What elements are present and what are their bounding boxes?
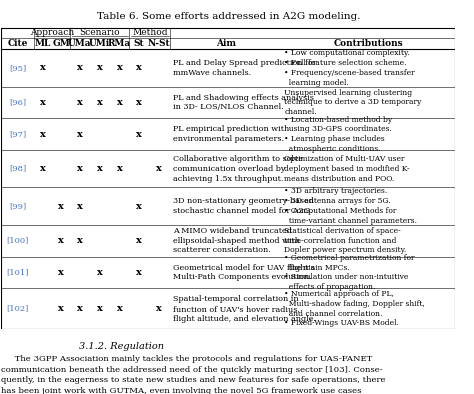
Text: Table 6. Some efforts addressed in A2G modeling.: Table 6. Some efforts addressed in A2G m… — [97, 12, 360, 21]
Text: [98]: [98] — [9, 165, 27, 173]
Text: Aim: Aim — [216, 39, 236, 48]
Text: [100]: [100] — [7, 237, 29, 245]
Text: x: x — [58, 268, 64, 277]
Text: x: x — [40, 63, 46, 72]
Text: [99]: [99] — [9, 202, 27, 210]
Text: x: x — [136, 236, 141, 245]
Text: GM: GM — [53, 39, 70, 48]
Text: x: x — [136, 202, 141, 211]
Text: x: x — [77, 202, 83, 211]
Text: • Low computational complexity.
• Full feature selection scheme.
• Frequency/sce: • Low computational complexity. • Full f… — [284, 49, 415, 87]
Text: Cite: Cite — [8, 39, 28, 48]
Text: Spatial-temporal correlation in
function of UAV's hover radius,
flight altitude,: Spatial-temporal correlation in function… — [173, 295, 316, 323]
Text: x: x — [77, 63, 83, 72]
Text: x: x — [97, 63, 102, 72]
Text: x: x — [117, 98, 122, 107]
Text: A MIMO wideband truncated
ellipsoidal-shaped method with
scatterer consideration: A MIMO wideband truncated ellipsoidal-sh… — [173, 227, 300, 255]
Text: x: x — [97, 268, 102, 277]
Text: x: x — [136, 98, 141, 107]
Text: PL empirical prediction with
environmental parameters.: PL empirical prediction with environment… — [173, 125, 289, 143]
Text: Optimization of Multi-UAV user
deployment based in modified K-
means distributio: Optimization of Multi-UAV user deploymen… — [284, 155, 410, 182]
Text: x: x — [156, 164, 162, 173]
Text: x: x — [58, 202, 64, 211]
Text: x: x — [136, 130, 141, 139]
Text: [97]: [97] — [9, 130, 27, 138]
Text: x: x — [77, 130, 83, 139]
Text: PL and Delay Spread prediction for
mmWave channels.: PL and Delay Spread prediction for mmWav… — [173, 59, 316, 77]
Text: x: x — [40, 164, 46, 173]
Text: x: x — [156, 304, 162, 313]
Text: 3D non-stationary geometry-based
stochastic channel model for A2G.: 3D non-stationary geometry-based stochas… — [173, 197, 313, 215]
Text: Statistical derivation of space-
time-correlation function and
Dopler power spec: Statistical derivation of space- time-co… — [284, 227, 407, 255]
Text: x: x — [77, 236, 83, 245]
Text: x: x — [97, 304, 102, 313]
Text: x: x — [40, 98, 46, 107]
Text: [95]: [95] — [9, 64, 27, 72]
Text: x: x — [117, 164, 122, 173]
Text: • Geometrical parametrization for
  the main MPCs.
• Simulation under non-intuit: • Geometrical parametrization for the ma… — [284, 254, 415, 291]
Text: • 3D arbitrary trajectories.
• 3D antenna arrays for 5G.
• Computational Methods: • 3D arbitrary trajectories. • 3D antenn… — [284, 188, 417, 225]
Text: UMi: UMi — [89, 39, 110, 48]
Text: Collaborative algorithm to solve
communication overload by
achieving 1.5x throug: Collaborative algorithm to solve communi… — [173, 155, 303, 182]
Text: Method: Method — [132, 28, 168, 37]
Text: x: x — [97, 164, 102, 173]
Text: x: x — [40, 130, 46, 139]
Text: x: x — [58, 304, 64, 313]
Text: N-St: N-St — [147, 39, 170, 48]
Text: x: x — [117, 63, 122, 72]
Text: x: x — [77, 98, 83, 107]
Text: x: x — [136, 268, 141, 277]
Text: St: St — [133, 39, 144, 48]
Text: [96]: [96] — [9, 98, 26, 106]
Text: x: x — [97, 98, 102, 107]
Text: Contributions: Contributions — [334, 39, 403, 48]
Text: x: x — [117, 304, 122, 313]
Text: x: x — [77, 164, 83, 173]
Text: 3.1.2. Regulation: 3.1.2. Regulation — [79, 342, 164, 351]
Text: ML: ML — [35, 39, 51, 48]
Text: x: x — [58, 236, 64, 245]
Text: The 3GPP Association mainly tackles the protocols and regulations for UAS-FANET
: The 3GPP Association mainly tackles the … — [1, 355, 386, 394]
Text: [102]: [102] — [7, 305, 29, 313]
Text: UMa: UMa — [68, 39, 91, 48]
Text: • Numerical approach of PL,
  Multi-shadow fading, Doppler shift,
  and channel : • Numerical approach of PL, Multi-shadow… — [284, 290, 425, 327]
Text: Geometrical model for UAV flight's
Multi-Path Components evolution.: Geometrical model for UAV flight's Multi… — [173, 264, 314, 281]
Text: Approach: Approach — [30, 28, 74, 37]
Text: x: x — [77, 304, 83, 313]
Text: x: x — [136, 63, 141, 72]
Text: Scenario: Scenario — [80, 28, 120, 37]
Text: RMa: RMa — [108, 39, 131, 48]
Text: Unsupervised learning clustering
technique to derive a 3D temporary
channel.: Unsupervised learning clustering techniq… — [284, 89, 421, 116]
Text: [101]: [101] — [7, 268, 29, 277]
Text: PL and Shadowing effects analysis
in 3D- LOS/NLOS Channel.: PL and Shadowing effects analysis in 3D-… — [173, 93, 313, 112]
Text: • Location-based method by
  using 3D-GPS coordinates.
• Learning phase includes: • Location-based method by using 3D-GPS … — [284, 115, 392, 153]
